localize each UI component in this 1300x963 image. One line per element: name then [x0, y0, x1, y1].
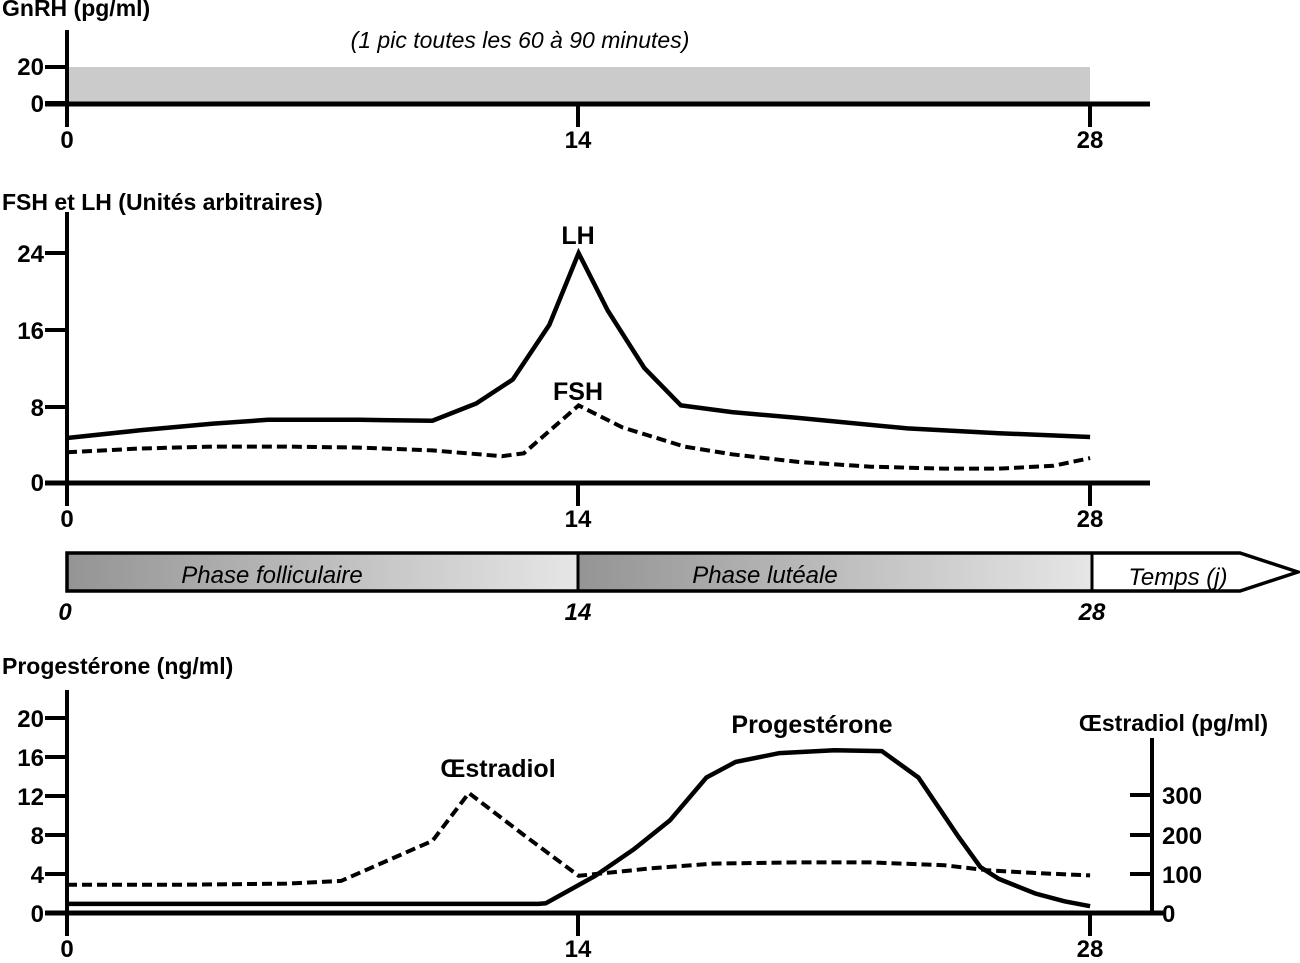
prog-ytick-12-label: 12 [17, 784, 44, 811]
prog-xtick-14-label: 14 [565, 936, 592, 963]
oestradiol-curve [67, 790, 1091, 887]
progesterone-oestradiol-panel: Progestérone (ng/ml) Œstradiol (pg/ml) 2… [2, 653, 1268, 963]
oestradiol-axis-title: Œstradiol (pg/ml) [1079, 710, 1268, 736]
fsh-curve [66, 403, 1091, 471]
fsh-lh-ytick-24-label: 24 [17, 241, 44, 268]
gnrh-ytick-0-label: 0 [31, 91, 44, 118]
fsh-lh-xtick-14-label: 14 [565, 506, 592, 533]
prog-ytick-16-label: 16 [17, 745, 44, 772]
gnrh-xtick-0-label: 0 [60, 127, 73, 154]
gnrh-xtick-14-label: 14 [565, 127, 592, 154]
phase-luteal-segment [578, 553, 1092, 591]
lh-curve [66, 247, 1091, 441]
gnrh-panel: GnRH (pg/ml) (1 pic toutes les 60 à 90 m… [2, 0, 1150, 154]
phase-follicular-segment [67, 553, 578, 591]
fsh-lh-ytick-0-label: 0 [31, 470, 44, 497]
phase-bar: Phase folliculaire Phase lutéale Temps (… [58, 551, 1300, 626]
phase-luteal-label: Phase lutéale [692, 562, 837, 589]
fsh-lh-title: FSH et LH (Unités arbitraires) [2, 189, 323, 215]
gnrh-title: GnRH (pg/ml) [2, 0, 150, 21]
prog-xtick-0-label: 0 [60, 936, 73, 963]
fsh-lh-xtick-0-label: 0 [60, 506, 73, 533]
phase-bar-tick-28: 28 [1078, 599, 1106, 626]
phase-bar-outline [65, 551, 1300, 593]
oest-ytick-200-label: 200 [1162, 823, 1202, 850]
gnrh-ytick-20-label: 20 [17, 54, 44, 81]
oest-ytick-0-label: 0 [1162, 901, 1175, 928]
phase-follicular-label: Phase folliculaire [181, 562, 362, 589]
fsh-curve-label: FSH [553, 378, 603, 406]
phase-bar-tick-14: 14 [565, 599, 592, 626]
fsh-lh-ytick-16-label: 16 [17, 318, 44, 345]
progesterone-curve [67, 747, 1091, 909]
gnrh-xtick-28-label: 28 [1077, 127, 1104, 154]
gnrh-band [67, 67, 1090, 102]
time-axis-label: Temps (j) [1128, 564, 1227, 591]
oest-ytick-300-label: 300 [1162, 783, 1202, 810]
fsh-lh-xtick-28-label: 28 [1077, 506, 1104, 533]
prog-ytick-4-label: 4 [31, 862, 45, 889]
progesterone-title: Progestérone (ng/ml) [2, 653, 233, 679]
oestradiol-curve-label: Œstradiol [440, 755, 555, 783]
prog-xtick-28-label: 28 [1077, 936, 1104, 963]
progesterone-curve-label: Progestérone [731, 711, 892, 739]
oest-ytick-100-label: 100 [1162, 862, 1202, 889]
prog-ytick-8-label: 8 [31, 823, 44, 850]
prog-ytick-0-label: 0 [31, 901, 44, 928]
fsh-lh-panel: FSH et LH (Unités arbitraires) 24 16 8 0… [2, 189, 1150, 533]
lh-curve-label: LH [561, 222, 594, 250]
fsh-lh-ytick-8-label: 8 [31, 395, 44, 422]
phase-bar-tick-0: 0 [58, 599, 72, 626]
gnrh-note: (1 pic toutes les 60 à 90 minutes) [351, 27, 690, 53]
prog-ytick-20-label: 20 [17, 706, 44, 733]
